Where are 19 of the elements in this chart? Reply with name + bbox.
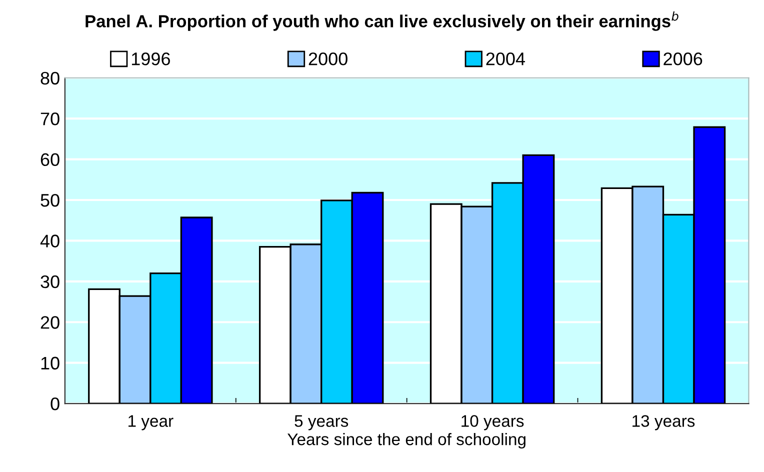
y-tick-label: 50	[40, 194, 60, 207]
y-tick-label: 20	[40, 316, 60, 329]
y-tick-label: 60	[40, 153, 60, 166]
y-tick-label: 0	[50, 397, 60, 410]
legend-label: 2006	[664, 52, 702, 66]
x-tick-label: 5 years	[294, 415, 348, 430]
chart-title: Panel A. Proportion of youth who can live exclusively on their earnings$^{b}$	[86, 11, 678, 31]
y-tick-label: 30	[40, 275, 60, 288]
y-tick-label: 40	[40, 234, 60, 248]
legend-label: 2004	[486, 52, 526, 66]
legend-label: 2000	[308, 52, 348, 66]
y-tick-label: 80	[40, 72, 60, 85]
y-tick-label: 70	[40, 112, 60, 126]
x-axis-title: Years since the end of schooling	[288, 432, 526, 449]
y-tick-label: 10	[41, 356, 60, 370]
x-tick-label: 13 years	[632, 415, 695, 430]
x-tick-label: 10 years	[462, 415, 524, 430]
x-tick-label: 1 year	[128, 415, 174, 430]
legend-label: 1996	[132, 52, 170, 66]
